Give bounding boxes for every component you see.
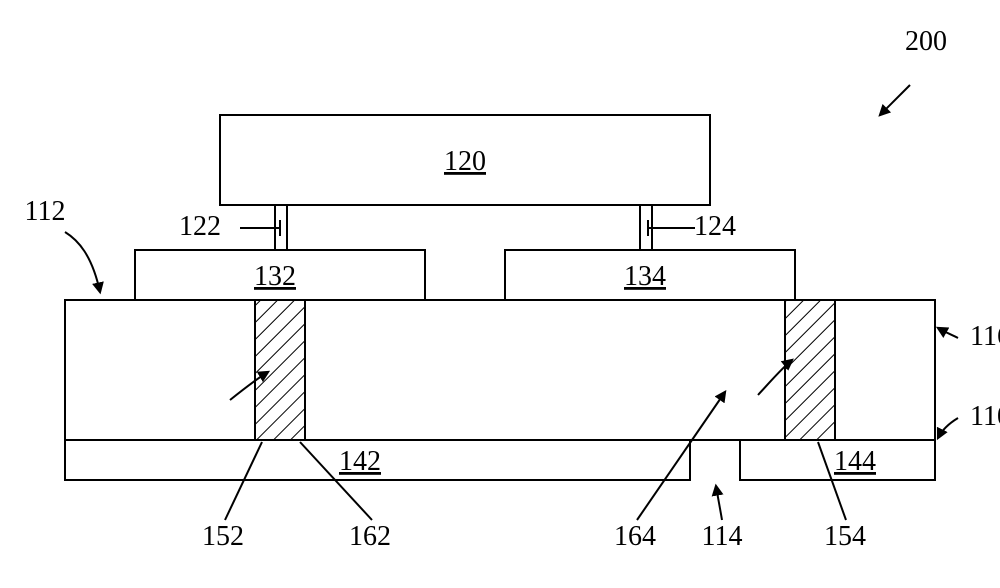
label-154: 154 bbox=[824, 521, 866, 552]
label-162: 162 bbox=[349, 521, 391, 552]
label-134: 134 bbox=[624, 261, 666, 292]
leader-110 bbox=[938, 418, 958, 438]
label-164: 164 bbox=[614, 521, 656, 552]
via-right bbox=[785, 300, 835, 440]
leader-114 bbox=[716, 486, 722, 520]
label-116: 116 bbox=[970, 321, 1000, 352]
figure-label: 200 bbox=[905, 26, 947, 57]
label-124: 124 bbox=[694, 211, 736, 242]
label-122: 122 bbox=[179, 211, 221, 242]
label-152: 152 bbox=[202, 521, 244, 552]
via-left bbox=[255, 300, 305, 440]
label-110: 110 bbox=[970, 401, 1000, 432]
label-142: 142 bbox=[339, 446, 381, 477]
figure-label-arrow bbox=[880, 85, 910, 115]
label-132: 132 bbox=[254, 261, 296, 292]
label-114: 114 bbox=[702, 521, 743, 552]
label-144: 144 bbox=[834, 446, 876, 477]
leader-116 bbox=[938, 328, 958, 338]
leader-112 bbox=[65, 232, 100, 292]
label-112: 112 bbox=[25, 196, 66, 227]
label-120: 120 bbox=[444, 146, 486, 177]
